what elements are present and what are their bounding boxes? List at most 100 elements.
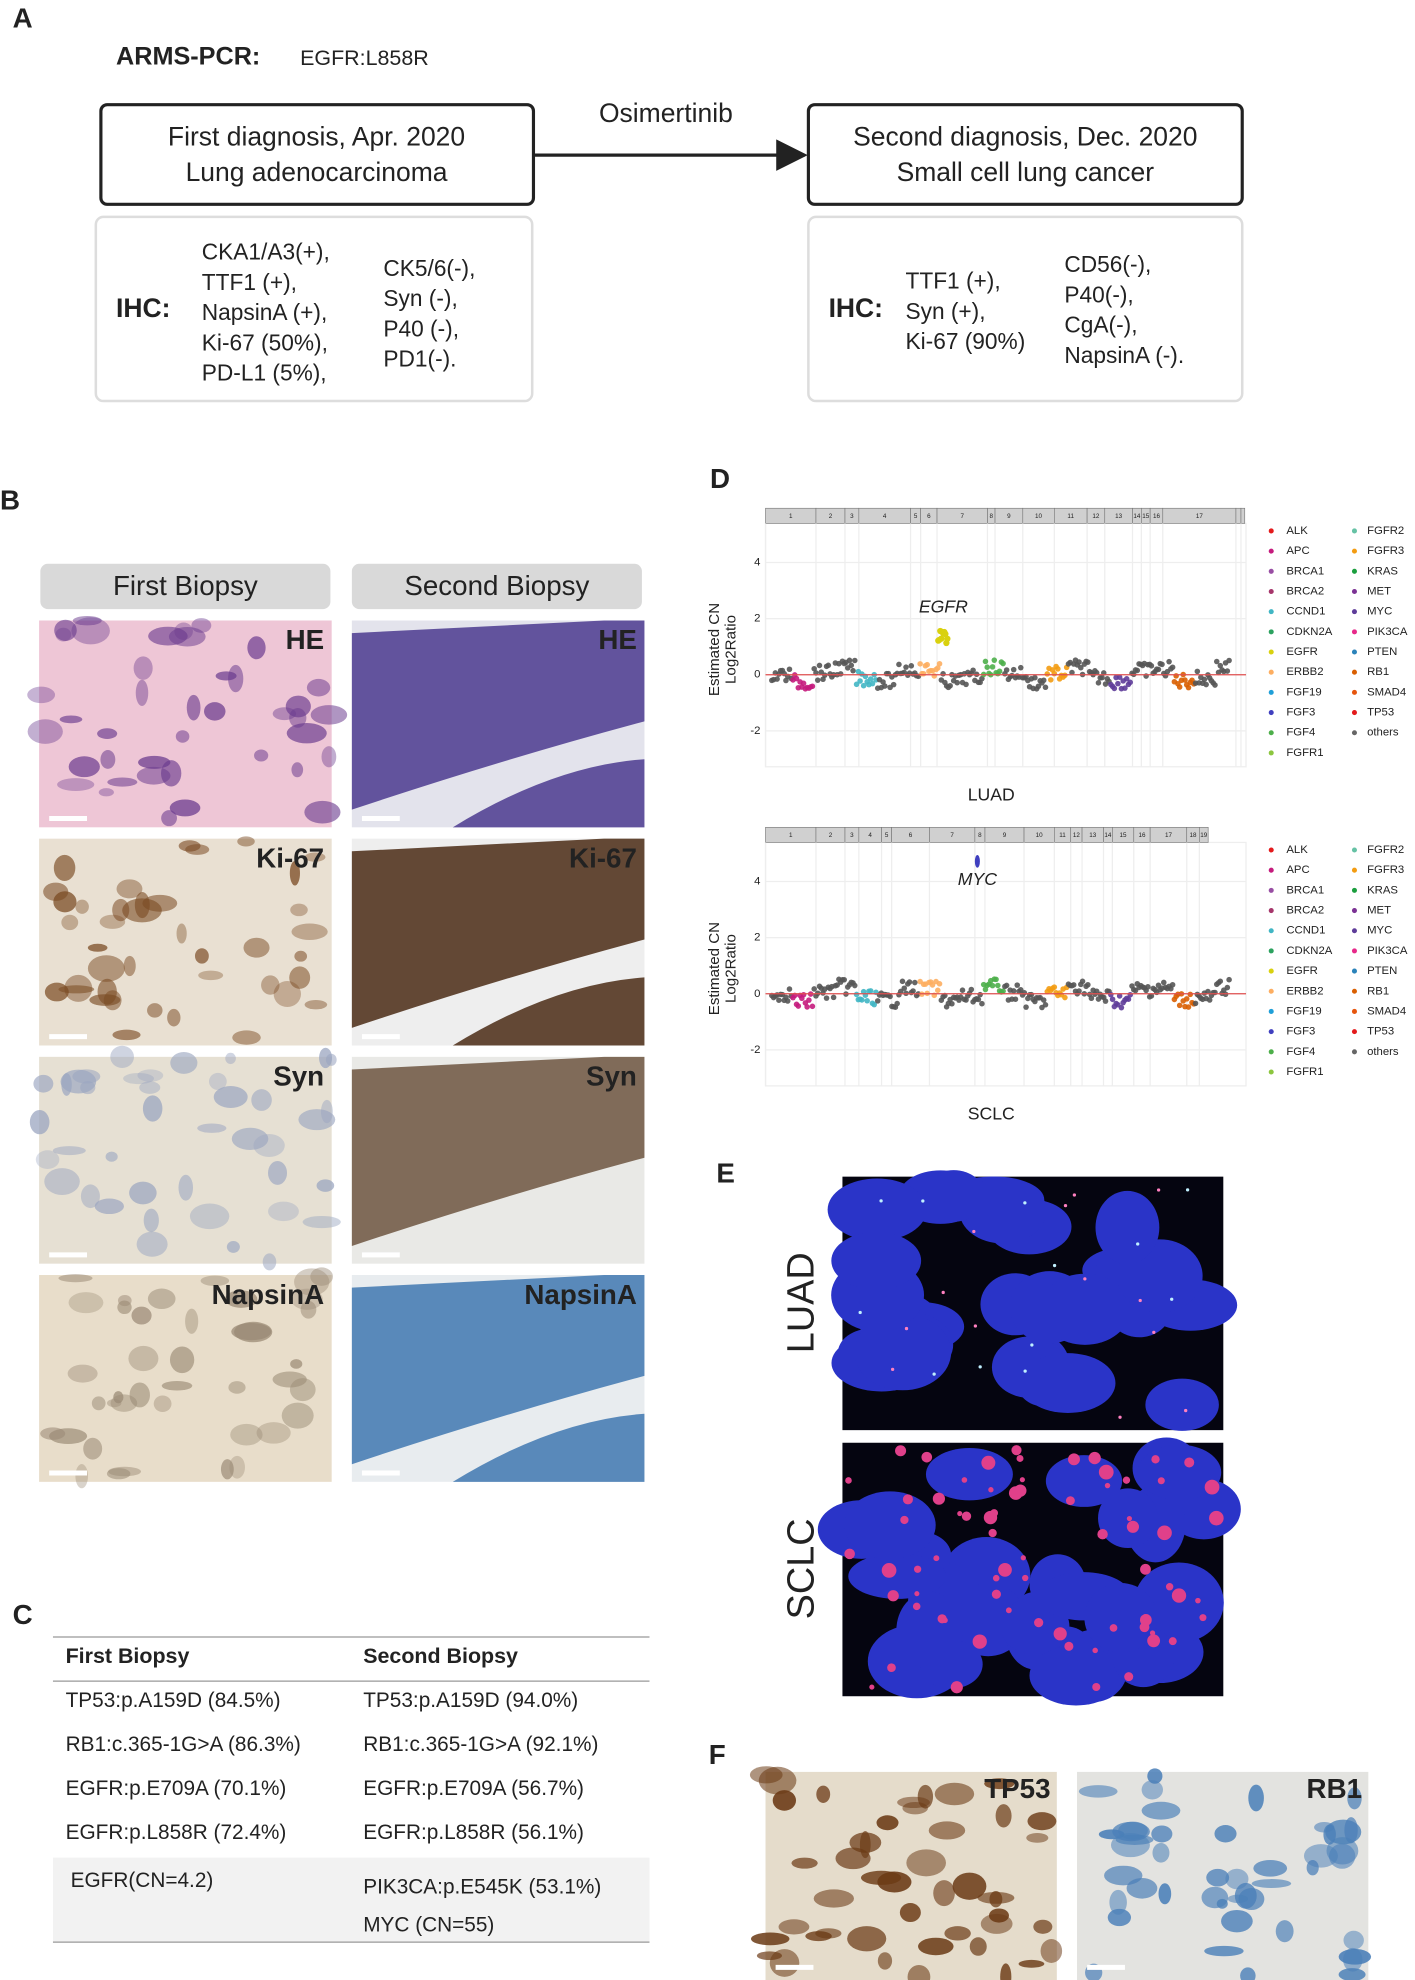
- ihc-label: IHC:: [829, 293, 883, 323]
- chromosome-label: 9: [1003, 832, 1007, 839]
- chromosome-label: 13: [1115, 513, 1123, 520]
- legend-dot: [1351, 988, 1357, 994]
- table-cell: EGFR:p.E709A (70.1%): [66, 1777, 287, 1800]
- tissue: [75, 1464, 89, 1489]
- fish-signal: [1072, 1193, 1077, 1197]
- cn-point: [887, 993, 893, 1000]
- cn-point: [859, 997, 865, 1003]
- legend-dot: [1268, 867, 1274, 873]
- tissue: [304, 800, 341, 824]
- tissue: [87, 943, 108, 952]
- tissue: [928, 1821, 966, 1840]
- tissue: [294, 1268, 330, 1296]
- cn-point: [1102, 998, 1109, 1004]
- tissue: [138, 755, 171, 769]
- fish-signal: [1157, 1525, 1172, 1541]
- tissue: [147, 1003, 163, 1018]
- tissue: [273, 980, 301, 1007]
- cn-point: [1069, 669, 1075, 676]
- fish-signal: [1023, 1369, 1027, 1373]
- table-cell: MYC (CN=55): [363, 1913, 494, 1936]
- y-tick-label: -2: [750, 725, 760, 737]
- fish-signal: [1020, 1555, 1026, 1561]
- ihc-item: CK5/6(-),: [383, 255, 475, 281]
- cn-point: [1127, 991, 1134, 998]
- cn-point: [1003, 982, 1010, 989]
- legend-label: SMAD4: [1367, 686, 1406, 698]
- cn-point: [924, 661, 930, 668]
- cn-point: [1099, 674, 1105, 681]
- table-cell: EGFR:p.L858R (56.1%): [363, 1821, 584, 1844]
- fish-signal: [1171, 1588, 1187, 1603]
- legend-label: FGFR1: [1286, 1066, 1323, 1078]
- tissue: [847, 1926, 887, 1952]
- legend-label: PTEN: [1367, 646, 1397, 658]
- tissue: [289, 966, 311, 989]
- stain-label: HE: [598, 624, 637, 655]
- plot-title: SCLC: [968, 1104, 1015, 1124]
- tissue: [59, 715, 83, 724]
- table-header: Second Biopsy: [363, 1644, 518, 1668]
- legend-dot: [1351, 847, 1357, 853]
- tissue: [142, 894, 178, 912]
- tissue: [815, 1928, 842, 1939]
- legend-label: FGFR3: [1367, 864, 1404, 876]
- cn-point: [949, 1000, 955, 1007]
- tissue: [294, 950, 308, 962]
- cn-point: [989, 664, 996, 670]
- tissue: [228, 664, 244, 693]
- chromosome-label: 5: [885, 832, 889, 839]
- tissue: [44, 1168, 80, 1195]
- fish-signal: [961, 1477, 968, 1483]
- cn-point: [929, 982, 936, 988]
- legend-dot: [1268, 1049, 1274, 1055]
- cn-point: [1032, 674, 1038, 681]
- cn-point: [1203, 681, 1209, 688]
- cn-point: [1116, 993, 1123, 999]
- cn-point: [1205, 988, 1211, 995]
- tissue: [952, 1872, 987, 1900]
- tissue: [1221, 1909, 1253, 1933]
- legend-label: ALK: [1286, 525, 1308, 537]
- legend-label: BRCA1: [1286, 565, 1324, 577]
- legend-dot: [1351, 568, 1357, 574]
- fish-signal: [992, 1574, 1000, 1582]
- table-cell: RB1:c.365-1G>A (86.3%): [66, 1733, 301, 1756]
- tissue: [97, 728, 118, 739]
- legend-label: KRAS: [1367, 884, 1398, 896]
- tissue: [750, 1932, 790, 1946]
- y-tick-label: 0: [754, 669, 760, 681]
- cn-point: [977, 991, 983, 998]
- fish-signal: [1092, 1682, 1101, 1692]
- cn-point: [853, 991, 860, 998]
- fish-signal: [1185, 1188, 1190, 1192]
- cn-point: [903, 664, 909, 670]
- cn-point: [1028, 991, 1035, 998]
- tissue: [230, 1423, 263, 1446]
- ihc-item: NapsinA (+),: [202, 299, 327, 325]
- tissue: [35, 1150, 60, 1169]
- chromosome-label: 1: [789, 513, 793, 520]
- ihc-item: Ki-67 (50%),: [202, 329, 328, 355]
- fish-signal: [1097, 1528, 1108, 1540]
- legend-dot: [1268, 669, 1274, 675]
- cn-point: [1012, 996, 1019, 1002]
- tissue: [849, 1832, 882, 1853]
- cn-point: [970, 667, 976, 674]
- tissue: [320, 1099, 333, 1124]
- tissue: [1214, 1825, 1237, 1843]
- fish-signal: [1147, 1634, 1161, 1648]
- legend-label: APC: [1286, 864, 1309, 876]
- tissue: [33, 1074, 54, 1093]
- fish-signal: [1098, 1464, 1114, 1480]
- fish-signal: [991, 1589, 1001, 1599]
- tissue: [178, 1174, 194, 1201]
- chromosome-label: 10: [1035, 513, 1043, 520]
- nucleus: [831, 1232, 922, 1290]
- fish-signal: [1118, 1415, 1122, 1419]
- tissue: [351, 620, 645, 810]
- chromosome-label: 16: [1138, 832, 1146, 839]
- tissue: [27, 719, 63, 744]
- fish-signal: [972, 1229, 976, 1234]
